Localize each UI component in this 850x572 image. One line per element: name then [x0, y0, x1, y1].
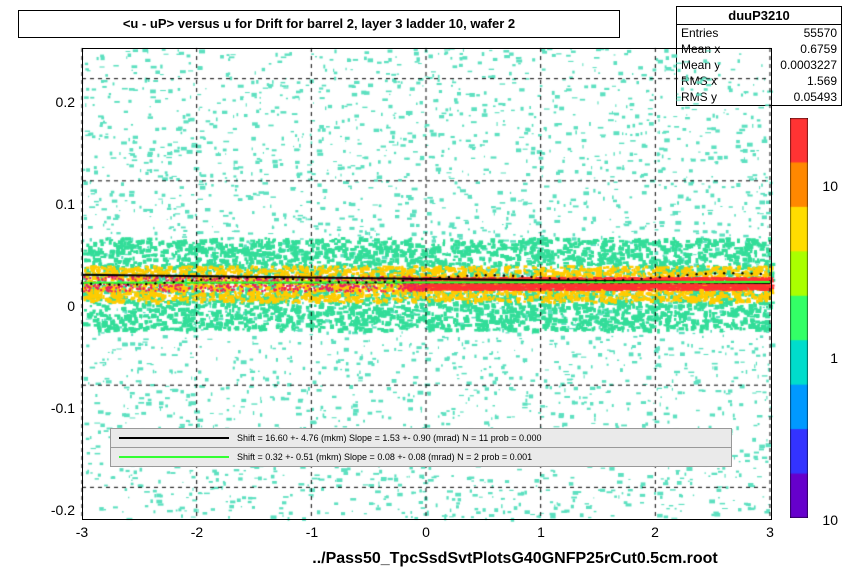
legend-text-2: Shift = 0.32 +- 0.51 (mkm) Slope = 0.08 …	[237, 452, 532, 462]
legend-text-1: Shift = 16.60 +- 4.76 (mkm) Slope = 1.53…	[237, 433, 542, 443]
xtick-label: -1	[292, 524, 332, 540]
chart-container: <u - uP> versus u for Drift for barrel 2…	[0, 0, 850, 572]
legend-line-black	[119, 437, 229, 439]
colorbar-canvas	[790, 118, 808, 518]
ytick-label: 0	[30, 298, 75, 314]
xtick-label: 1	[521, 524, 561, 540]
colorbar	[790, 118, 808, 518]
colorbar-tick: 10	[822, 178, 838, 194]
legend-row-1: Shift = 16.60 +- 4.76 (mkm) Slope = 1.53…	[110, 428, 732, 448]
xtick-label: -2	[177, 524, 217, 540]
ytick-label: -0.1	[30, 400, 75, 416]
legend-row-2: Shift = 0.32 +- 0.51 (mkm) Slope = 0.08 …	[110, 447, 732, 467]
xtick-label: 0	[406, 524, 446, 540]
legend-line-green	[119, 456, 229, 458]
colorbar-tick: 10	[822, 512, 838, 528]
footer-filename: ../Pass50_TpcSsdSvtPlotsG40GNFP25rCut0.5…	[200, 550, 830, 568]
ytick-label: 0.2	[30, 94, 75, 110]
xtick-label: 3	[750, 524, 790, 540]
ytick-label: -0.2	[30, 502, 75, 518]
colorbar-tick: 1	[830, 350, 838, 366]
xtick-label: -3	[62, 524, 102, 540]
ytick-label: 0.1	[30, 196, 75, 212]
xtick-label: 2	[635, 524, 675, 540]
